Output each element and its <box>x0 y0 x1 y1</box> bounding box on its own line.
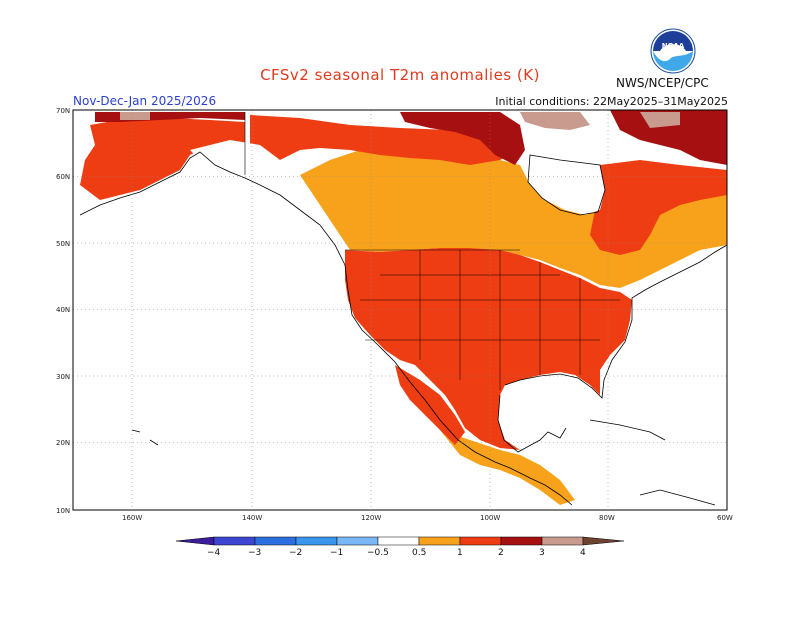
lat-label: 70N <box>56 107 70 115</box>
lon-label: 100W <box>480 514 500 522</box>
colorbar-swatch <box>500 536 543 546</box>
lon-label: 120W <box>361 514 381 522</box>
lat-label: 30N <box>56 373 70 381</box>
longitude-labels: 160W 140W 120W 100W 80W 60W <box>122 514 733 522</box>
white-region-yukon <box>190 140 290 180</box>
colorbar-arrow-left <box>175 536 215 546</box>
colorbar-swatch <box>459 536 502 546</box>
colorbar-swatch <box>254 536 297 546</box>
red-region-north-canada <box>250 115 520 170</box>
lon-label: 80W <box>599 514 615 522</box>
colorbar-swatch <box>377 536 420 546</box>
colorbar: −4 −3 −2 −1 −0.5 0.5 1 2 3 4 <box>175 536 625 558</box>
noaa-logo: NOAA <box>650 28 696 74</box>
state-borders <box>345 249 620 390</box>
agency-label: NWS/NCEP/CPC <box>616 76 709 90</box>
pink-region-arctic <box>520 112 590 130</box>
colorbar-arrow-right <box>582 536 625 546</box>
red-region-alaska <box>80 118 245 200</box>
lat-label: 40N <box>56 306 70 314</box>
colorbar-label: 0.5 <box>412 548 426 558</box>
darkred-region-greenland <box>610 110 727 165</box>
lon-label: 60W <box>717 514 733 522</box>
map-frame <box>72 109 728 511</box>
colorbar-swatch <box>418 536 461 546</box>
colorbar-swatch <box>295 536 338 546</box>
map-title: CFSv2 seasonal T2m anomalies (K) <box>260 66 540 84</box>
lat-label: 10N <box>56 507 70 515</box>
red-region-usa <box>345 248 632 450</box>
colorbar-label: −3 <box>248 548 261 558</box>
season-label: Nov-Dec-Jan 2025/2026 <box>73 94 217 108</box>
orange-region-south <box>440 430 575 505</box>
white-region-hudson <box>520 160 605 215</box>
colorbar-label: 4 <box>580 548 586 558</box>
lon-label: 160W <box>122 514 142 522</box>
svg-text:NOAA: NOAA <box>662 42 685 50</box>
map-grid <box>73 110 727 510</box>
colorbar-label: −4 <box>207 548 221 558</box>
colorbar-label: −1 <box>330 548 343 558</box>
colorbar-label: 1 <box>457 548 463 558</box>
red-region-east-canada <box>590 160 727 255</box>
colorbar-label: 3 <box>539 548 545 558</box>
colorbar-swatch <box>336 536 379 546</box>
lat-label: 20N <box>56 439 70 447</box>
pink-region-greenland <box>640 112 680 128</box>
initial-conditions-label: Initial conditions: 22May2025–31May2025 <box>495 95 728 108</box>
darkred-region-arctic <box>400 112 525 165</box>
colorbar-label: −0.5 <box>367 548 389 558</box>
colorbar-swatch <box>213 536 256 546</box>
lat-label: 50N <box>56 240 70 248</box>
latitude-labels: 70N 60N 50N 40N 30N 20N 10N <box>56 107 70 515</box>
lat-label: 60N <box>56 173 70 181</box>
colorbar-swatch <box>541 536 584 546</box>
coastlines <box>79 112 728 506</box>
colorbar-label: −2 <box>289 548 302 558</box>
colorbar-label: 2 <box>498 548 504 558</box>
pink-region-alaska <box>120 112 150 120</box>
lon-label: 140W <box>242 514 262 522</box>
